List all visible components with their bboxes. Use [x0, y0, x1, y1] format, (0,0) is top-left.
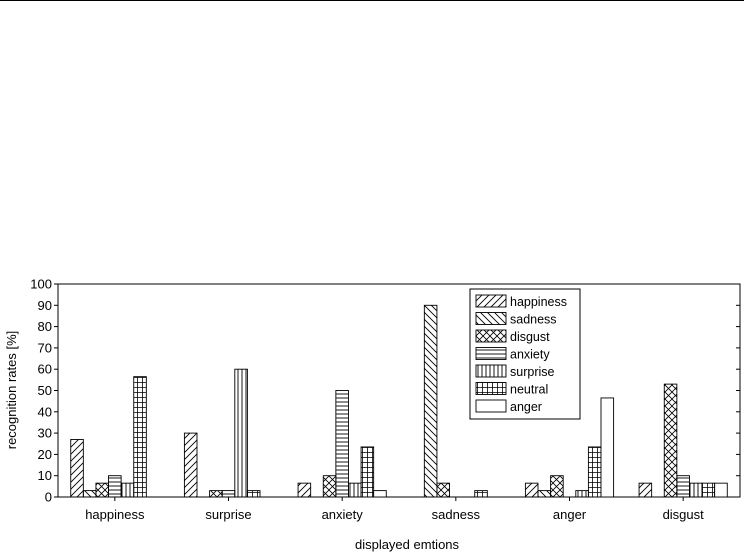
bar-happiness-anger [524, 482, 539, 498]
bar-disgust-disgust [663, 383, 678, 498]
x-axis-label: displayed emtions [355, 537, 460, 552]
bar-anxiety-happiness [108, 475, 122, 498]
legend-swatch-happiness [475, 294, 507, 308]
bar-surprise-anxiety [348, 482, 362, 498]
bar-neutral-anxiety [360, 446, 375, 498]
legend-swatch-disgust [475, 329, 507, 343]
x-tick-label: sadness [432, 507, 481, 522]
y-axis: 0 10 20 30 40 50 60 70 80 90 100 [30, 277, 740, 505]
bar-surprise-anger [575, 490, 589, 498]
y-tick-label: 30 [38, 426, 52, 441]
bar-neutral-anger [587, 446, 602, 498]
legend-label-surprise: surprise [510, 365, 555, 379]
bar-anger-disgust [714, 482, 728, 498]
bar-anxiety-surprise [221, 490, 236, 498]
legend-label-anger: anger [510, 400, 542, 414]
bars [70, 304, 728, 498]
y-tick-label: 70 [38, 340, 52, 355]
bar-sadness-anger [537, 490, 552, 498]
y-tick-label: 100 [30, 277, 52, 292]
bar-anger-anger [600, 397, 615, 498]
legend-swatch-neutral [475, 382, 507, 395]
bar-surprise-happiness [120, 482, 135, 498]
legend-label-sadness: sadness [510, 313, 557, 327]
top-rule [0, 0, 744, 1]
legend-label-happiness: happiness [510, 295, 567, 309]
y-tick-label: 60 [38, 362, 52, 377]
y-tick-label: 0 [45, 490, 52, 505]
bar-anger-anxiety [373, 490, 387, 498]
legend-label-anxiety: anxiety [510, 348, 550, 362]
y-tick-label: 50 [38, 383, 52, 398]
bar-neutral-happiness [133, 376, 147, 498]
bar-sadness-sadness [423, 304, 438, 498]
y-tick-label: 20 [38, 447, 52, 462]
plot-frame [57, 283, 741, 498]
legend-swatch-anxiety [475, 347, 507, 360]
legend-label-disgust: disgust [510, 330, 550, 344]
bar-neutral-sadness [474, 490, 488, 498]
x-tick-label: happiness [85, 507, 145, 522]
x-tick-label: anxiety [322, 507, 364, 522]
bar-disgust-anger [550, 475, 564, 498]
y-axis-label: recognition rates [%] [4, 331, 19, 450]
y-tick-label: 90 [38, 298, 52, 313]
legend-swatch-anger [475, 399, 507, 413]
legend-label-neutral: neutral [510, 383, 548, 397]
bar-anxiety-disgust [676, 475, 690, 498]
bar-surprise-surprise [234, 368, 248, 498]
legend-swatch-surprise [475, 364, 507, 378]
y-tick-label: 40 [38, 404, 52, 419]
legend-swatch-sadness [475, 312, 507, 325]
y-tick-label: 10 [38, 468, 52, 483]
bar-disgust-sadness [436, 482, 450, 498]
y-tick-label: 80 [38, 319, 52, 334]
bar-happiness-happiness [70, 439, 84, 498]
bar-anxiety-anxiety [335, 390, 349, 498]
bar-happiness-surprise [183, 432, 198, 498]
bar-sadness-happiness [82, 490, 97, 498]
legend: happiness sadness disgust anxiety surprise ne… [469, 288, 581, 420]
bar-happiness-disgust [638, 482, 653, 498]
bar-happiness-anxiety [297, 482, 312, 498]
bar-neutral-surprise [246, 490, 261, 498]
x-tick-label: anger [553, 507, 587, 522]
x-tick-label: disgust [663, 507, 705, 522]
bar-neutral-disgust [701, 482, 716, 498]
bar-disgust-anxiety [322, 475, 337, 498]
bar-disgust-happiness [95, 482, 109, 498]
x-tick-label: surprise [205, 507, 251, 522]
x-axis: happiness surprise anxiety sadness anger disg… [85, 497, 704, 522]
bar-surprise-disgust [689, 482, 703, 498]
bar-disgust-surprise [209, 490, 223, 498]
